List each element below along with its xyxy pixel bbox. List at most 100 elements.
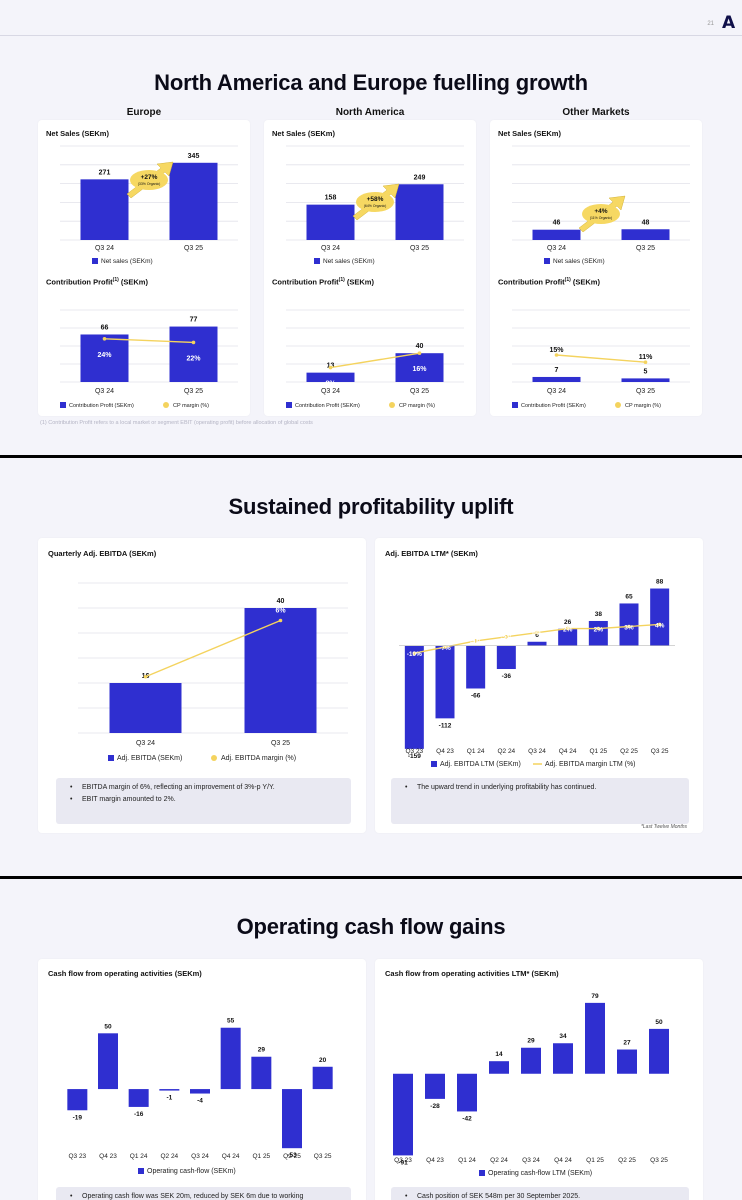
chart-bar	[404, 645, 424, 749]
legend-swatch	[60, 402, 66, 408]
chart-bar	[466, 645, 486, 689]
bullet-item: EBIT margin amounted to 2%.	[70, 796, 341, 803]
category-label: Q3 25	[650, 1157, 668, 1164]
margin-point	[278, 618, 283, 623]
growth-badge	[356, 192, 394, 212]
data-label: -53	[287, 1152, 297, 1159]
category-label: Q1 25	[586, 1157, 604, 1164]
data-label: 158	[325, 195, 337, 202]
data-label: 48	[642, 219, 650, 226]
chart-eu-contribution-profit: 66 Q3 24 77 Q3 25 24% 22% Contribution Profit …	[60, 309, 238, 409]
chart-bar	[553, 1043, 573, 1074]
margin-point	[627, 624, 631, 629]
chart-bar	[80, 179, 129, 240]
card-quarterly-ebitda: Quarterly Adj. EBITDA (SEKm) 16Q3 2440Q3…	[38, 538, 366, 833]
chart-bar	[496, 645, 516, 670]
margin-line	[145, 619, 281, 678]
chart-bar	[649, 1028, 669, 1074]
chart-bar	[80, 334, 129, 382]
data-label: 79	[591, 993, 599, 1000]
category-label: Q3 24	[321, 388, 340, 395]
chart-bar	[532, 376, 581, 382]
data-label: 55	[227, 1018, 235, 1025]
chart-bar	[617, 1049, 637, 1074]
data-label: 88	[656, 579, 664, 586]
margin-point	[102, 337, 107, 341]
growth-badge-value: +58%	[367, 196, 384, 203]
card-europe: Net Sales (SEKm) 271 Q3 24 345 Q3 25 Net sal…	[38, 120, 250, 416]
margin-point	[143, 674, 148, 679]
data-label: 50	[655, 1019, 663, 1026]
data-label: -66	[471, 692, 481, 699]
margin-label: 15%	[549, 347, 564, 354]
slide-cash-flow: 23 Operating cash flow gains Cash flow f…	[0, 879, 742, 1200]
card-title: Adj. EBITDA LTM* (SEKm)	[385, 549, 478, 558]
growth-badge-organic: (11% Organic)	[590, 216, 612, 220]
chart-bar	[527, 641, 547, 646]
data-label: 29	[258, 1047, 266, 1054]
category-label: Q3 24	[136, 740, 155, 747]
margin-point	[535, 630, 539, 635]
card-title: Net Sales (SEKm)	[46, 129, 109, 138]
legend-label: Net sales (SEKm)	[553, 258, 605, 265]
margin-point	[643, 360, 648, 364]
data-label: 46	[553, 220, 561, 227]
margin-label: 3%	[624, 625, 634, 632]
legend-label: Contribution Profit (SEKm)	[69, 403, 134, 409]
bullet-item: Cash position of SEK 548m per 30 Septemb…	[405, 1193, 679, 1200]
legend-label: CP margin (%)	[625, 403, 661, 409]
commentary-box: The upward trend in underlying profitabi…	[391, 778, 689, 824]
data-label: 14	[495, 1051, 503, 1058]
data-label: 345	[188, 153, 200, 160]
card-north-america: Net Sales (SEKm) 158 Q3 24 249 Q3 25 Net sal…	[264, 120, 476, 416]
legend-swatch	[431, 761, 437, 767]
card-title: Contribution Profit(1) (SEKm)	[272, 277, 374, 287]
legend-swatch	[286, 402, 292, 408]
category-label: Q3 24	[95, 245, 114, 252]
legend-label: Adj. EBITDA margin LTM (%)	[545, 761, 636, 768]
legend-swatch	[314, 258, 320, 264]
margin-label: 2%	[563, 627, 573, 634]
card-title: Cash flow from operating activities (SEK…	[48, 969, 202, 978]
growth-badge	[582, 204, 620, 224]
margin-label: 0%	[532, 631, 542, 638]
data-label: -112	[439, 722, 452, 729]
margin-label: 22%	[186, 355, 201, 362]
card-title: Contribution Profit(1) (SEKm)	[498, 277, 600, 287]
margin-point	[417, 351, 422, 355]
margin-point	[191, 340, 196, 345]
data-label: 7	[555, 367, 559, 374]
data-label: 6	[535, 632, 539, 639]
brand-logo-icon: A	[722, 13, 736, 33]
category-label: Q1 24	[467, 748, 485, 755]
data-label: 38	[595, 611, 603, 618]
category-label: Q2 24	[490, 1157, 508, 1164]
data-label: 40	[277, 598, 285, 605]
data-label: 26	[564, 619, 572, 626]
chart-bar	[395, 353, 444, 382]
chart-eu-net-sales: 271 Q3 24 345 Q3 25 Net sales (SEKm) +27%(33%…	[60, 145, 238, 265]
legend-label: Operating cash-flow (SEKm)	[147, 1168, 236, 1175]
chart-bar	[190, 1089, 210, 1094]
chart-bar	[128, 1089, 149, 1107]
legend-swatch	[92, 258, 98, 264]
margin-label: 24%	[97, 352, 112, 359]
margin-label: 2%	[594, 627, 604, 634]
data-label: -159	[408, 753, 421, 760]
column-header-europe: Europe	[126, 107, 162, 118]
slide-title: Operating cash flow gains	[236, 914, 506, 939]
margin-label: -7%	[439, 645, 451, 652]
chart-bar	[306, 204, 355, 240]
column-header-north-america: North America	[335, 107, 405, 118]
data-label: 27	[623, 1040, 631, 1047]
card-operating-cash-flow: Cash flow from operating activities (SEK…	[38, 959, 366, 1200]
category-label: Q3 25	[184, 388, 203, 395]
category-label: Q1 24	[130, 1153, 148, 1160]
chart-bar	[425, 1073, 445, 1099]
card-title: Cash flow from operating activities LTM*…	[385, 969, 559, 978]
data-label: -16	[134, 1111, 144, 1118]
category-label: Q3 24	[528, 748, 546, 755]
column-header-other-markets: Other Markets	[562, 107, 630, 118]
